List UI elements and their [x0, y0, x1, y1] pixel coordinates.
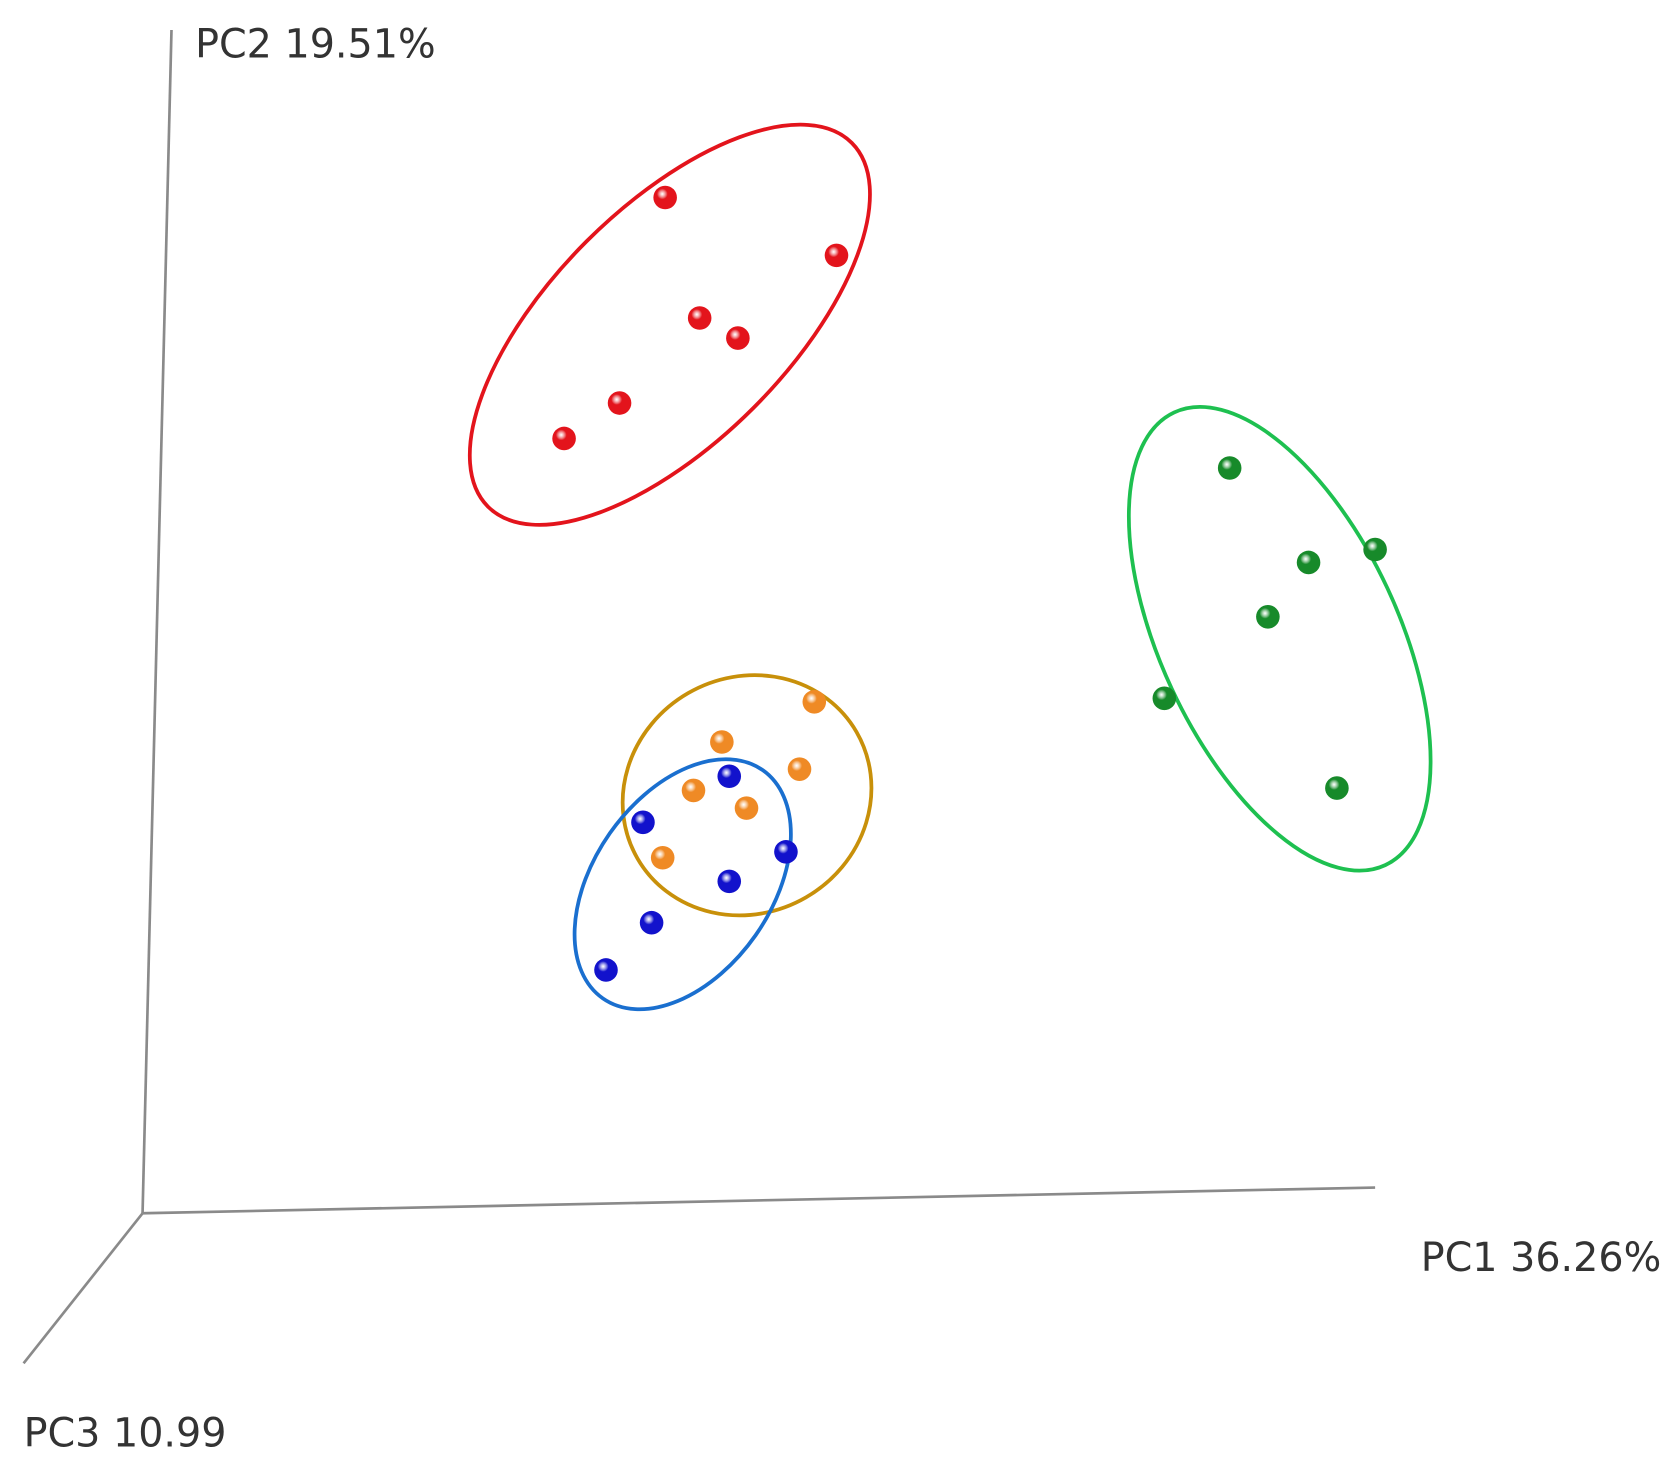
point: [717, 764, 742, 789]
point: [552, 426, 576, 451]
point: [1325, 776, 1349, 800]
point: [639, 910, 664, 935]
pc3-axis: [22, 1212, 144, 1365]
point: [650, 845, 675, 870]
point: [787, 757, 812, 781]
x-axis-label: PC1 36.26%: [1421, 1235, 1662, 1281]
pc1-axis: [142, 1186, 1376, 1215]
point: [802, 690, 827, 714]
group-ellipse: [620, 673, 874, 918]
point: [681, 778, 706, 803]
point: [631, 810, 655, 835]
group-ellipse: [467, 122, 872, 527]
pc2-axis: [141, 29, 173, 1214]
point: [1152, 686, 1177, 711]
point: [1217, 456, 1242, 480]
group-ellipse: [1126, 405, 1433, 873]
point: [653, 185, 677, 210]
z-axis-label: PC3 10.99: [24, 1411, 227, 1457]
y-axis-label: PC2 19.51%: [195, 22, 436, 68]
point: [726, 326, 750, 350]
group-ellipse: [572, 757, 793, 1012]
point: [710, 730, 734, 754]
point: [1256, 605, 1280, 629]
point: [1363, 537, 1387, 562]
point: [607, 391, 632, 415]
points: [552, 185, 1387, 982]
point: [774, 840, 798, 864]
point: [687, 306, 712, 330]
point: [717, 869, 742, 894]
point: [824, 243, 849, 268]
point: [594, 958, 618, 982]
point: [734, 796, 759, 820]
point: [1296, 550, 1321, 575]
